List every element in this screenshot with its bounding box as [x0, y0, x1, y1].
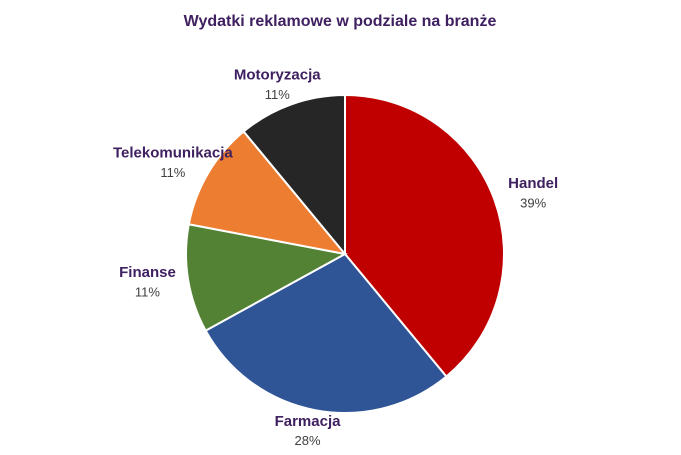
slice-label: Motoryzacja [234, 67, 321, 84]
pie-slice [187, 130, 348, 256]
pie-slice [242, 93, 346, 257]
chart-title: Wydatki reklamowe w podziale na branże [184, 13, 497, 30]
slice-value-label: 11% [160, 165, 185, 180]
slice-value-label: 11% [265, 87, 290, 102]
slice-value-label: 28% [295, 433, 321, 448]
pie-slice [204, 252, 448, 414]
slice-label: Telekomunikacja [113, 144, 233, 161]
pie-slice [344, 93, 505, 378]
slice-value-label: 11% [135, 285, 160, 300]
slice-value-label: 39% [520, 195, 546, 210]
slice-label: Handel [508, 175, 558, 192]
slice-label: Finanse [119, 264, 176, 281]
slice-label: Farmacja [275, 413, 342, 430]
pie-slice [185, 223, 348, 332]
